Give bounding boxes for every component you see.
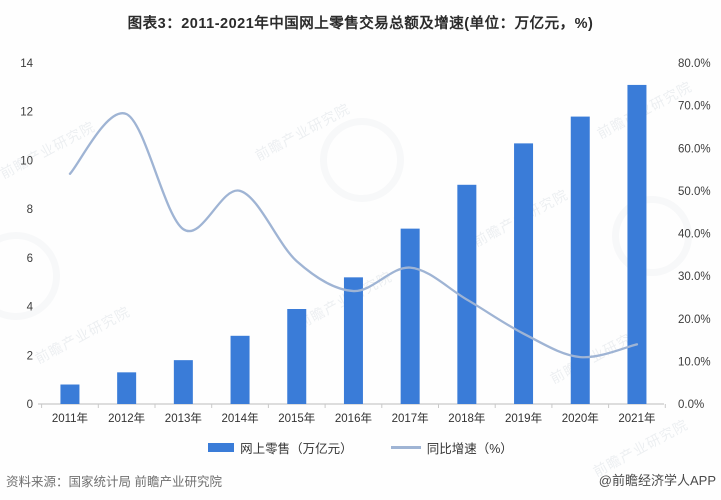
bar-2015年 <box>287 309 307 404</box>
growth-rate-line <box>68 112 639 359</box>
chart-legend: 网上零售（万亿元） 同比增速（%） <box>0 438 721 457</box>
right-axis-tick-label: 50.0% <box>678 186 711 198</box>
left-axis-tick-label: 10 <box>20 155 33 167</box>
x-axis-label: 2011年 <box>52 411 88 425</box>
x-axis-label: 2013年 <box>165 411 202 425</box>
bar-2020年 <box>570 116 590 404</box>
x-axis-label: 2016年 <box>335 411 372 425</box>
bar-2011年 <box>60 384 80 404</box>
x-axis-label: 2017年 <box>392 411 429 425</box>
left-axis-tick-label: 2 <box>27 350 33 362</box>
left-axis-tick-label: 8 <box>27 204 33 216</box>
x-axis-label: 2015年 <box>278 411 315 425</box>
chart-title: 图表3：2011-2021年中国网上零售交易总额及增速(单位：万亿元，%) <box>127 16 594 32</box>
right-axis-tick-label: 40.0% <box>678 229 711 241</box>
bar-2014年 <box>230 335 250 404</box>
bar-2019年 <box>514 143 534 404</box>
left-axis-tick-label: 12 <box>20 107 33 119</box>
legend-bar-swatch <box>208 443 235 452</box>
x-axis-label: 2021年 <box>618 411 655 425</box>
data-source-text: 资料来源：国家统计局 前瞻产业研究院 <box>6 475 222 489</box>
x-axis-label: 2012年 <box>108 411 145 425</box>
legend-item-bar: 网上零售（万亿元） <box>208 438 353 457</box>
right-axis-tick-label: 60.0% <box>678 143 711 155</box>
x-axis-label: 2019年 <box>505 411 542 425</box>
right-axis-tick-label: 0.0% <box>678 399 704 411</box>
left-axis-tick-label: 0 <box>27 399 33 411</box>
bar-2018年 <box>457 184 477 404</box>
bar-2021年 <box>627 84 647 405</box>
legend-item-line: 同比增速（%） <box>390 438 513 457</box>
legend-bar-label: 网上零售（万亿元） <box>240 442 353 456</box>
x-axis-label: 2018年 <box>448 411 485 425</box>
right-axis-tick-label: 30.0% <box>678 271 711 283</box>
right-axis-tick-label: 20.0% <box>678 314 711 326</box>
credit-text: @前瞻经济学人APP <box>598 473 716 488</box>
right-axis-tick-label: 80.0% <box>678 58 711 70</box>
right-axis-tick-label: 10.0% <box>678 356 711 368</box>
legend-line-label: 同比增速（%） <box>426 442 513 456</box>
bar-2012年 <box>117 372 137 404</box>
left-axis-tick-label: 4 <box>27 302 34 314</box>
x-axis-label: 2014年 <box>222 411 259 425</box>
right-axis-tick-label: 70.0% <box>678 101 711 113</box>
legend-line-swatch <box>390 446 421 449</box>
bar-2013年 <box>173 360 193 404</box>
x-axis-label: 2020年 <box>562 411 599 425</box>
bar-2017年 <box>400 228 420 404</box>
bar-2016年 <box>343 277 363 404</box>
left-axis-tick-label: 14 <box>20 58 33 70</box>
left-axis-tick-label: 6 <box>27 253 33 265</box>
